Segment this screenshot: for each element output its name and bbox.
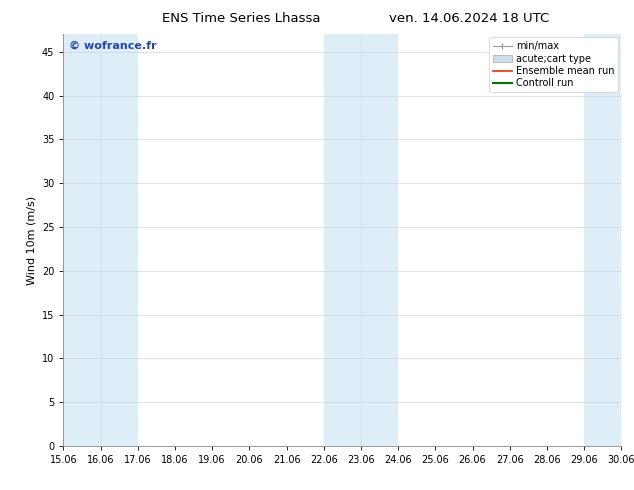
Bar — [584, 34, 621, 446]
Text: ven. 14.06.2024 18 UTC: ven. 14.06.2024 18 UTC — [389, 12, 549, 25]
Bar — [63, 34, 138, 446]
Text: © wofrance.fr: © wofrance.fr — [69, 41, 157, 50]
Text: ENS Time Series Lhassa: ENS Time Series Lhassa — [162, 12, 320, 25]
Bar — [324, 34, 398, 446]
Legend: min/max, acute;cart type, Ensemble mean run, Controll run: min/max, acute;cart type, Ensemble mean … — [489, 37, 618, 92]
Y-axis label: Wind 10m (m/s): Wind 10m (m/s) — [27, 196, 36, 285]
